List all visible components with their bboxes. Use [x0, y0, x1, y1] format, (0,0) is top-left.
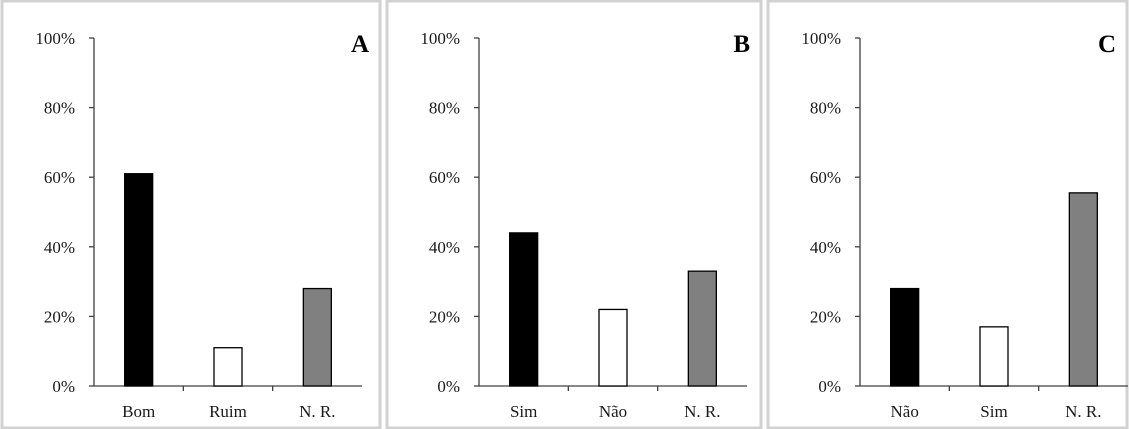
panel-frame: [766, 0, 1129, 429]
y-tick-label: 20%: [429, 307, 460, 326]
y-tick-label: 80%: [44, 99, 75, 118]
chart-panel-a: 0% 20% 40% 60% 80% 100% Bom Ruim N. R. A: [0, 0, 382, 429]
y-tick-label: 80%: [810, 99, 841, 118]
x-category-label: Não: [891, 402, 919, 421]
bar-sim: [979, 326, 1009, 387]
bar-n-r: [302, 287, 332, 387]
x-category-label: Ruim: [209, 402, 247, 421]
x-category-label: Não: [599, 402, 627, 421]
panel-letter: B: [733, 31, 750, 58]
bar-sim: [509, 232, 539, 387]
y-tick-label: 20%: [810, 307, 841, 326]
y-tick-label: 60%: [429, 168, 460, 187]
bar-não: [890, 287, 920, 387]
panel-frame: [385, 0, 763, 429]
x-category-label: N. R.: [1065, 402, 1101, 421]
y-tick-label: 80%: [429, 99, 460, 118]
x-category-label: N. R.: [299, 402, 335, 421]
y-tick-label: 40%: [810, 238, 841, 257]
bar-ruim: [213, 347, 243, 387]
x-category-label: Sim: [980, 402, 1007, 421]
panel-letter: C: [1098, 31, 1116, 58]
x-category-label: Sim: [510, 402, 537, 421]
x-category-label: N. R.: [684, 402, 720, 421]
bar-n-r: [687, 270, 717, 387]
chart-panel-b: 0% 20% 40% 60% 80% 100% Sim Não N. R. B: [385, 0, 763, 429]
chart-panel-c: 0% 20% 40% 60% 80% 100% Não Sim N. R. C: [766, 0, 1129, 429]
y-tick-label: 0%: [437, 377, 460, 396]
bar-bom: [124, 173, 154, 387]
y-tick-label: 100%: [420, 29, 460, 48]
bar-não: [598, 308, 628, 387]
y-tick-label: 0%: [52, 377, 75, 396]
y-tick-label: 60%: [810, 168, 841, 187]
x-category-label: Bom: [122, 402, 155, 421]
y-tick-label: 40%: [429, 238, 460, 257]
y-tick-label: 0%: [818, 377, 841, 396]
bar-n-r: [1068, 192, 1098, 387]
y-tick-label: 100%: [35, 29, 75, 48]
y-tick-label: 20%: [44, 307, 75, 326]
panel-letter: A: [351, 31, 369, 58]
y-tick-label: 60%: [44, 168, 75, 187]
y-tick-label: 40%: [44, 238, 75, 257]
y-tick-label: 100%: [801, 29, 841, 48]
